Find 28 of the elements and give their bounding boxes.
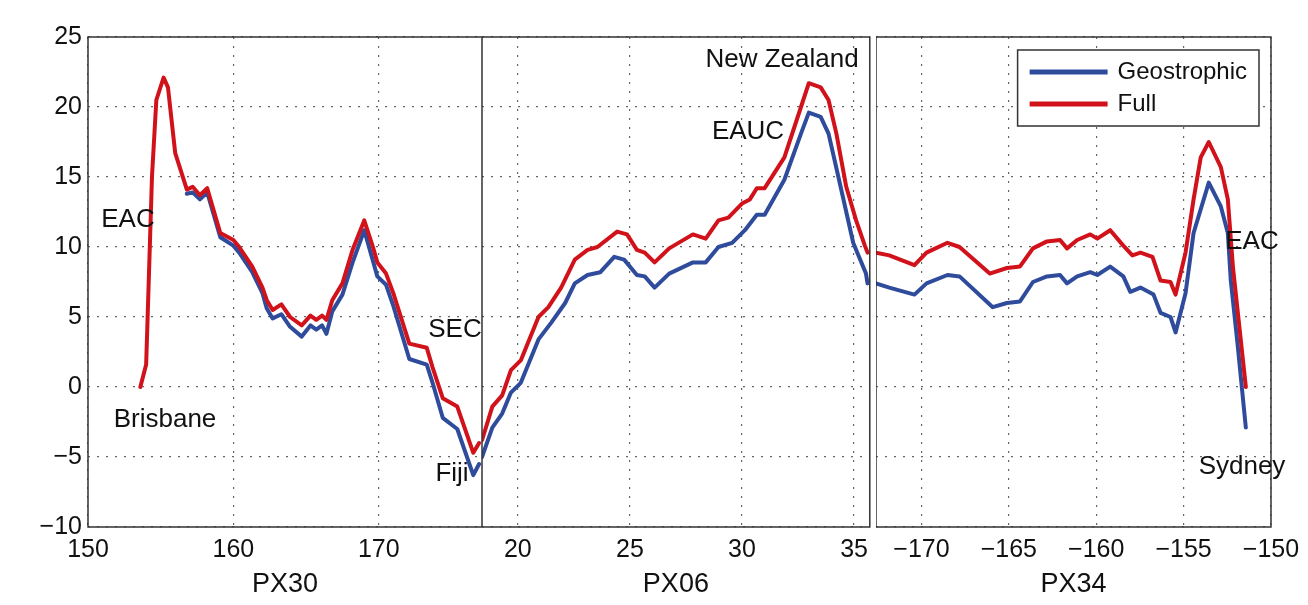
y-tick-label: −5 — [53, 440, 82, 469]
x-tick-label: −155 — [1155, 533, 1212, 562]
x-tick-label: −150 — [1242, 533, 1300, 562]
y-tick-label: 5 — [68, 300, 82, 329]
annotation: EAUC — [711, 114, 785, 146]
x-tick-label: 20 — [503, 533, 532, 562]
y-tick-label: 20 — [54, 90, 82, 119]
x-tick-label: 30 — [728, 533, 756, 562]
y-tick-label: 15 — [54, 160, 82, 189]
annotation: Fiji — [435, 456, 469, 488]
x-tick-label: 160 — [212, 533, 255, 562]
annotation: New Zealand — [705, 42, 859, 74]
annotation: Brisbane — [113, 402, 217, 434]
y-tick-label: 0 — [68, 370, 82, 399]
y-tick-label: 10 — [54, 230, 82, 259]
annotation: SEC — [428, 312, 482, 344]
x-tick-label: −170 — [893, 533, 950, 562]
x-tick-label: −160 — [1068, 533, 1125, 562]
legend-label: Full — [1117, 88, 1157, 116]
legend-label: Geostrophic — [1117, 56, 1248, 84]
x-tick-label: 25 — [616, 533, 644, 562]
y-tick-label: 25 — [54, 20, 82, 49]
x-axis-title: PX34 — [1040, 568, 1107, 599]
x-axis-title: PX06 — [642, 568, 709, 599]
x-tick-label: −165 — [980, 533, 1037, 562]
x-axis-title: PX30 — [251, 568, 319, 599]
x-tick-label: 170 — [357, 533, 400, 562]
x-tick-label: 35 — [840, 533, 868, 562]
